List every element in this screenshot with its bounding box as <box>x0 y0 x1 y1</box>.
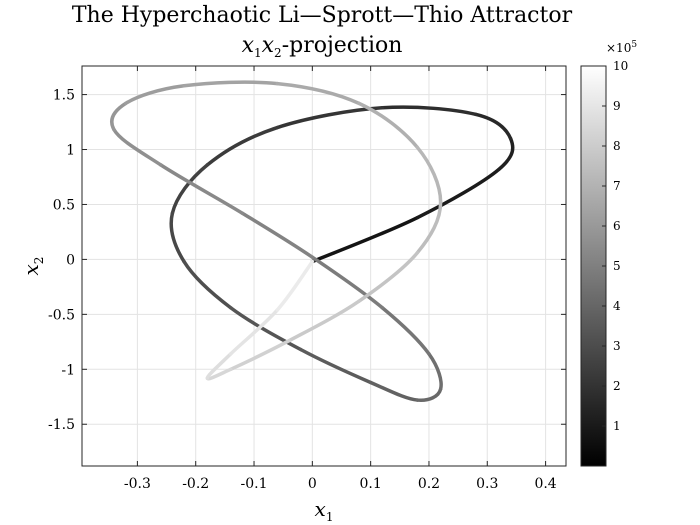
colorbar-tick-label: 6 <box>613 219 621 233</box>
x-axis-ticks: -0.3 -0.2 -0.1 0 0.1 0.2 0.3 0.4 <box>124 66 557 492</box>
trajectory-segment <box>182 80 280 88</box>
trajectory-segment <box>169 211 186 264</box>
trajectory-segment <box>228 338 291 372</box>
trajectory-segment <box>275 259 315 312</box>
trajectory-segment <box>240 211 315 259</box>
x-tick-label: -0.3 <box>124 476 151 492</box>
y-tick-label: -1.5 <box>48 417 75 433</box>
x-tick-label: -0.1 <box>241 476 268 492</box>
trajectory-segment <box>112 127 163 167</box>
trajectory-segment <box>357 101 420 150</box>
y-axis-label: x2 <box>19 257 46 276</box>
colorbar-tick-label: 9 <box>613 99 621 113</box>
trajectory-segment <box>298 347 373 385</box>
colorbar-tick-label: 5 <box>613 259 621 273</box>
trajectory-segment <box>228 308 280 356</box>
colorbar-tick-label: 7 <box>613 179 621 193</box>
y-tick-label: 0 <box>66 252 75 268</box>
colorbar-tick-label: 1 <box>613 419 621 433</box>
trajectory-segment <box>380 306 431 356</box>
attractor-trajectory <box>110 80 515 402</box>
trajectory-segment <box>473 112 513 141</box>
trajectory-segment <box>182 259 233 310</box>
plot-frame <box>81 65 567 467</box>
trajectory-segment <box>110 101 128 132</box>
y-tick-label: 1.5 <box>53 88 75 104</box>
x-axis-label: x1 <box>315 497 334 524</box>
x-tick-label: 0.3 <box>476 476 498 492</box>
x-tick-label: 0.1 <box>360 476 382 492</box>
colorbar-tick-label: 3 <box>613 339 621 353</box>
y-tick-label: -0.5 <box>48 307 75 323</box>
trajectory-segment <box>368 380 420 402</box>
colorbar-gradient <box>580 65 607 467</box>
chart-title: The Hyperchaotic Li—Sprott—Thio Attracto… <box>72 3 573 28</box>
trajectory-segment <box>205 125 280 167</box>
trajectory-segment <box>415 145 443 205</box>
colorbar: 1 2 3 4 5 6 7 8 9 10 ×105 <box>580 40 637 467</box>
y-tick-label: 1 <box>66 143 75 159</box>
trajectory-segment <box>415 387 443 402</box>
trajectory-segment <box>380 105 478 117</box>
y-axis-ticks: -1.5 -1 -0.5 0 0.5 1 1.5 <box>48 88 566 433</box>
colorbar-tick-label: 2 <box>613 379 621 393</box>
colorbar-exponent: ×105 <box>606 40 637 55</box>
plot-area: -0.3 -0.2 -0.1 0 0.1 0.2 0.3 0.4 -1.5 -1 -0.5 0 0.5… <box>48 65 567 492</box>
colorbar-tick-label: 10 <box>613 59 628 73</box>
colorbar-tick-label: 4 <box>613 299 621 313</box>
trajectory-segment <box>427 352 443 391</box>
x-tick-label: 0.4 <box>534 476 556 492</box>
grid <box>82 66 566 466</box>
trajectory-segment <box>123 84 186 106</box>
chart-subtitle: x1x2-projection <box>242 33 403 60</box>
trajectory-segment <box>170 163 210 216</box>
x-tick-label: -0.2 <box>182 476 209 492</box>
trajectory-segment <box>415 167 501 220</box>
trajectory-segment <box>287 299 361 343</box>
x-tick-label: 0 <box>308 476 317 492</box>
colorbar-tick-label: 8 <box>613 139 621 153</box>
y-tick-label: 0.5 <box>53 197 75 213</box>
trajectory-segment <box>415 200 443 255</box>
trajectory-segment <box>275 81 361 106</box>
colorbar-ticks: 1 2 3 4 5 6 7 8 9 10 <box>602 59 628 433</box>
trajectory-segment <box>310 215 420 264</box>
trajectory-segment <box>158 163 245 216</box>
y-tick-label: -1 <box>61 362 75 378</box>
trajectory-segment <box>228 306 303 352</box>
trajectory-segment <box>497 136 515 172</box>
x-tick-label: 0.2 <box>418 476 440 492</box>
trajectory-segment <box>205 352 233 380</box>
trajectory-segment <box>357 251 420 303</box>
trajectory-segment <box>310 255 385 310</box>
